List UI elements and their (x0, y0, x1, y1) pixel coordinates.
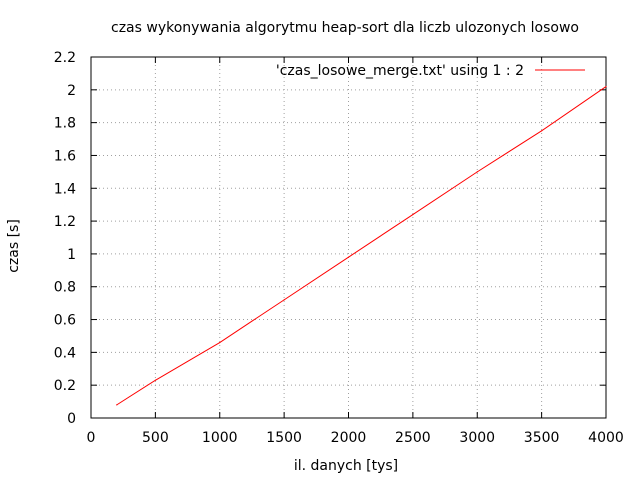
y-tick-label: 1.2 (54, 214, 76, 230)
data-point (347, 256, 350, 258)
series-group (116, 85, 607, 406)
x-tick-label: 0 (87, 430, 96, 446)
y-tick-label: 0.8 (54, 280, 76, 296)
data-point (283, 299, 285, 301)
y-tick-label: 1.8 (54, 116, 76, 132)
x-tick-label: 4000 (588, 430, 624, 446)
y-tick-label: 0.6 (54, 313, 76, 329)
data-point (219, 341, 221, 344)
legend: 'czas_losowe_merge.txt' using 1 : 2 (276, 63, 585, 79)
y-tick-label: 0.2 (54, 378, 76, 394)
x-tick-label: 2500 (395, 430, 431, 446)
x-tick-label: 3000 (459, 430, 495, 446)
y-tick-label: 1.4 (54, 181, 76, 197)
y-tick-label: 0.4 (54, 345, 76, 361)
y-tick-label: 2 (67, 83, 76, 99)
chart-title: czas wykonywania algorytmu heap-sort dla… (111, 20, 579, 36)
y-tick-label: 2.2 (54, 50, 76, 66)
data-point (476, 171, 478, 173)
x-tick-label: 500 (142, 430, 169, 446)
data-point (154, 379, 156, 381)
x-tick-label: 3500 (524, 430, 560, 446)
x-axis-label: il. danych [tys] (294, 458, 398, 474)
x-tick-label: 1500 (266, 430, 302, 446)
x-tick-label: 2000 (331, 430, 367, 446)
x-tick-label: 1000 (202, 430, 238, 446)
grid (91, 57, 606, 418)
data-point (605, 85, 607, 88)
legend-label: 'czas_losowe_merge.txt' using 1 : 2 (276, 63, 524, 79)
y-tick-label: 1 (67, 247, 76, 263)
y-axis-label: czas [s] (6, 219, 22, 273)
data-point (116, 404, 118, 406)
data-point (412, 213, 414, 216)
y-tick-label: 0 (67, 411, 76, 427)
data-point (541, 130, 543, 132)
ticks: 0 500 1000 1500 2000 2500 3000 3500 4000 0 0.2 0.4 0… (54, 50, 624, 446)
y-tick-label: 1.6 (54, 148, 76, 164)
